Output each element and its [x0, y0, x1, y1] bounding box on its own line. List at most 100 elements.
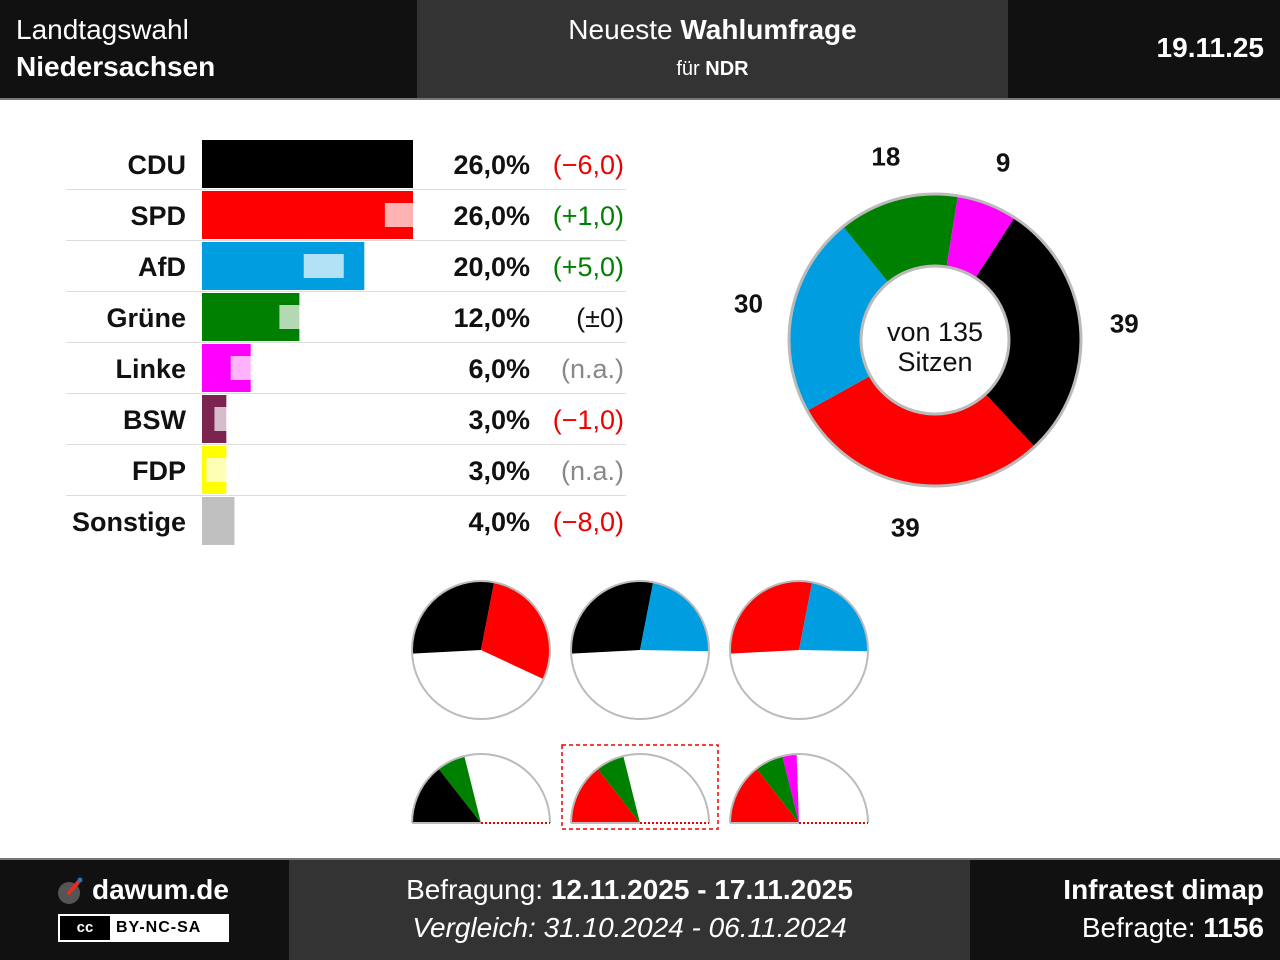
donut-slice-cdu: [975, 217, 1081, 447]
value-label-fdp: 3,0%: [468, 456, 530, 486]
header-title-bold: Wahlumfrage: [680, 14, 857, 45]
survey-period: Befragung: 12.11.2025 - 17.11.2025: [289, 874, 970, 906]
donut-outline: [787, 192, 1083, 488]
change-label-cdu: (−6,0): [553, 150, 624, 180]
gauge-slice-cdu: [412, 580, 495, 654]
gauge-outline: [570, 580, 710, 720]
header-title: Neueste Wahlumfrage: [417, 14, 1008, 46]
donut-slice-gruene: [843, 193, 958, 283]
poll-date: 19.11.25: [1156, 32, 1264, 63]
gauge-slice-linke: [782, 754, 799, 823]
gauge-outline: [729, 580, 869, 720]
header-subtitle: für NDR: [417, 58, 1008, 81]
coalition-gauge-cdu-afd: [570, 580, 710, 720]
gauge-slice-cdu: [570, 580, 654, 654]
value-label-afd: 20,0%: [453, 252, 530, 282]
seat-label-afd: 30: [734, 289, 763, 319]
header-subtitle-bold: NDR: [705, 58, 749, 80]
bar-sonstige: [202, 497, 235, 545]
party-label-afd: AfD: [138, 252, 186, 282]
party-label-gruene: Grüne: [106, 303, 186, 333]
gauge-slice-spd: [730, 768, 799, 823]
party-label-cdu: CDU: [128, 150, 187, 180]
donut-center-line2: Sitzen: [897, 347, 972, 377]
respondents-count: 1156: [1203, 912, 1264, 943]
change-label-sonstige: (−8,0): [553, 507, 624, 537]
header-divider: [0, 98, 1280, 100]
coalition-gauge-spd-gruene: [561, 744, 719, 830]
license-text: BY-NC-SA: [116, 919, 202, 936]
gauge-slice-spd: [571, 768, 640, 823]
site-name[interactable]: dawum.de: [92, 874, 229, 905]
compare-period: Vergleich: 31.10.2024 - 06.11.2024: [289, 912, 970, 944]
coalition-gauge-cdu-spd: [411, 580, 551, 720]
compare-dates: 31.10.2024 - 06.11.2024: [543, 912, 847, 943]
bar-chart: CDU 26,0% (−6,0) SPD 26,0% (+1,0) AfD 20,0% (+5,…: [66, 140, 626, 545]
value-label-spd: 26,0%: [453, 201, 530, 231]
coalition-gauge-spd-gruene-linke: [729, 753, 869, 824]
header-title-prefix: Neueste: [568, 14, 681, 45]
footer-center-panel: [289, 860, 970, 960]
donut-slice-afd: [789, 226, 889, 411]
seat-label-cdu: 39: [1110, 308, 1139, 338]
header-subtitle-prefix: für: [676, 58, 706, 80]
change-label-linke: (n.a.): [561, 354, 624, 384]
gauge-slice-spd: [730, 580, 813, 654]
value-label-bsw: 3,0%: [468, 405, 530, 435]
election-region: Niedersachsen: [16, 51, 216, 82]
value-label-cdu: 26,0%: [453, 150, 530, 180]
value-label-sonstige: 4,0%: [468, 507, 530, 537]
license-badge[interactable]: cc BY-NC-SA: [58, 914, 229, 942]
gauge-slice-gruene: [597, 756, 640, 823]
gauge-outline: [729, 753, 869, 824]
seat-label-gruene: 18: [871, 141, 900, 171]
party-label-spd: SPD: [130, 201, 186, 231]
gauge-slice-afd: [640, 582, 709, 652]
change-label-spd: (+1,0): [553, 201, 624, 231]
value-label-gruene: 12,0%: [453, 303, 530, 333]
party-label-sonstige: Sonstige: [72, 507, 186, 537]
gauge-slice-gruene: [756, 756, 799, 823]
survey-label: Befragung:: [406, 874, 551, 905]
previous-marker-linke: [230, 356, 271, 380]
cc-icon: cc: [60, 916, 110, 940]
gauge-slice-afd: [799, 582, 868, 652]
respondents-label: Befragte:: [1081, 912, 1204, 943]
donut-center: [859, 264, 1011, 416]
gauge-slice-gruene: [438, 756, 481, 823]
party-label-fdp: FDP: [132, 456, 186, 486]
footer-divider: [0, 858, 1280, 860]
dawum-logo-icon: [58, 877, 83, 904]
gauge-slice-spd: [481, 582, 550, 680]
coalition-gauges: [411, 580, 869, 830]
gauge-outline: [411, 753, 551, 824]
coalition-gauge-spd-afd: [729, 580, 869, 720]
donut-slice-spd: [807, 375, 1035, 486]
donut-center-line1: von 135: [887, 317, 983, 347]
previous-marker-gruene: [279, 305, 320, 329]
donut-slice-linke: [946, 195, 1015, 278]
party-label-linke: Linke: [115, 354, 186, 384]
change-label-afd: (+5,0): [553, 252, 624, 282]
election-type: Landtagswahl: [16, 14, 189, 45]
coalition-gauge-cdu-gruene: [411, 753, 551, 824]
respondents: Befragte: 1156: [1082, 912, 1264, 944]
previous-marker-sonstige: [279, 509, 320, 533]
header-center-panel: [417, 0, 1008, 98]
bar-spd: [202, 191, 413, 239]
institute-name: Infratest dimap: [1063, 874, 1264, 905]
party-label-bsw: BSW: [123, 405, 187, 435]
previous-marker-bsw: [214, 407, 255, 431]
gauge-highlight-box: [561, 744, 719, 830]
seat-label-spd: 39: [891, 513, 920, 543]
bar-cdu: [202, 140, 413, 188]
previous-marker-spd: [384, 203, 425, 227]
gauge-outline: [411, 580, 551, 720]
gauge-slice-cdu: [412, 768, 481, 823]
change-label-bsw: (−1,0): [553, 405, 624, 435]
previous-marker-cdu: [441, 152, 482, 176]
previous-marker-fdp: [206, 458, 247, 482]
value-label-linke: 6,0%: [468, 354, 530, 384]
